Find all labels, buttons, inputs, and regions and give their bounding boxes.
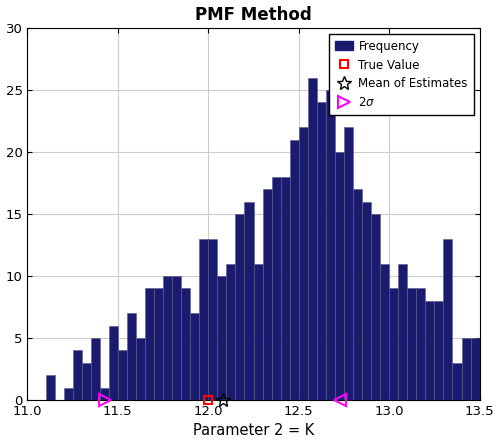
Bar — [426, 301, 434, 400]
Bar — [434, 301, 444, 400]
Bar — [317, 102, 326, 400]
Bar — [498, 388, 500, 400]
Bar — [480, 350, 488, 400]
Bar — [226, 264, 235, 400]
Bar — [208, 239, 218, 400]
Bar — [181, 289, 190, 400]
Bar — [172, 276, 181, 400]
Bar — [470, 338, 480, 400]
Bar — [190, 313, 200, 400]
Bar — [344, 127, 353, 400]
Legend: Frequency, True Value, Mean of Estimates, 2$\sigma$: Frequency, True Value, Mean of Estimates… — [329, 34, 474, 115]
Bar — [100, 388, 109, 400]
Bar — [64, 388, 72, 400]
Bar — [244, 202, 254, 400]
Bar — [362, 202, 371, 400]
Bar — [127, 313, 136, 400]
Bar — [308, 78, 317, 400]
Bar — [335, 152, 344, 400]
Bar — [90, 338, 100, 400]
Bar — [326, 90, 335, 400]
Bar — [389, 289, 398, 400]
Bar — [72, 350, 82, 400]
Bar — [272, 177, 280, 400]
Bar — [280, 177, 289, 400]
Bar — [254, 264, 262, 400]
Title: PMF Method: PMF Method — [195, 6, 312, 24]
Bar — [408, 289, 416, 400]
Bar — [353, 189, 362, 400]
Bar — [416, 289, 426, 400]
Bar — [218, 276, 226, 400]
Bar — [136, 338, 145, 400]
Bar — [488, 363, 498, 400]
Bar — [262, 189, 272, 400]
Bar — [154, 289, 163, 400]
Bar — [380, 264, 389, 400]
Bar — [145, 289, 154, 400]
Bar — [444, 239, 452, 400]
Bar — [163, 276, 172, 400]
Bar — [462, 338, 470, 400]
Bar — [398, 264, 407, 400]
Bar — [200, 239, 208, 400]
Bar — [371, 214, 380, 400]
Bar — [236, 214, 244, 400]
Bar — [82, 363, 90, 400]
Bar — [298, 127, 308, 400]
X-axis label: Parameter 2 = K: Parameter 2 = K — [193, 424, 314, 438]
Bar — [46, 375, 54, 400]
Bar — [452, 363, 462, 400]
Bar — [290, 139, 298, 400]
Bar — [118, 350, 127, 400]
Bar — [109, 325, 118, 400]
